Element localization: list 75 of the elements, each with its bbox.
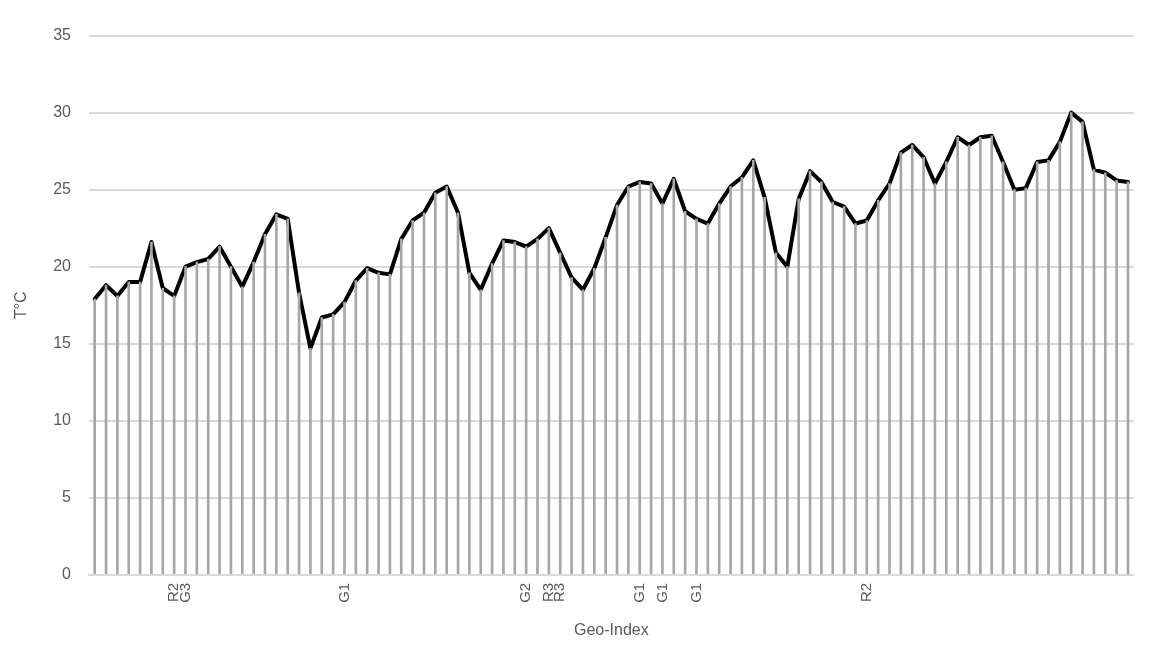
bar [797, 198, 801, 575]
x-tick-label: G2 [516, 582, 534, 603]
bar [343, 301, 346, 575]
bar [218, 246, 221, 575]
y-tick-label: 5 [62, 488, 72, 506]
bar [672, 178, 676, 575]
bar [1047, 160, 1050, 575]
bar [309, 348, 312, 575]
bar [1103, 172, 1107, 575]
x-tick-label: G1 [686, 582, 704, 603]
x-tick-label: G1 [334, 582, 352, 603]
bar [127, 281, 131, 575]
bar [479, 289, 483, 575]
bar [411, 220, 414, 575]
bar [365, 267, 369, 575]
bar [161, 287, 165, 575]
bar [638, 181, 642, 575]
x-tick-label: G1 [629, 582, 647, 603]
bar [865, 220, 869, 575]
y-axis-title: T°C [12, 291, 30, 320]
bar [729, 186, 732, 575]
bar [513, 241, 517, 575]
bar [320, 317, 324, 575]
bar [888, 183, 891, 575]
y-tick-label: 30 [53, 103, 72, 121]
bar [786, 266, 789, 575]
bar [1013, 189, 1016, 575]
y-tick-label: 20 [53, 257, 72, 275]
y-tick-label: 10 [53, 411, 72, 429]
bar [604, 237, 607, 575]
bar [1081, 121, 1084, 575]
bar [922, 156, 925, 575]
bar [1024, 187, 1028, 575]
bar [979, 136, 982, 575]
bar [661, 203, 664, 575]
bar [468, 272, 471, 575]
x-tick-label: R2 [856, 582, 874, 602]
bar [820, 181, 823, 575]
x-axis-title: Geo-Index [573, 620, 649, 638]
y-tick-label: 25 [53, 180, 72, 198]
bar [252, 261, 255, 575]
bar [536, 238, 539, 575]
bar [377, 272, 380, 575]
bar [1069, 112, 1073, 575]
x-tick-label: G1 [652, 582, 670, 603]
bar [116, 295, 119, 575]
bar [206, 258, 210, 575]
bar [695, 218, 698, 575]
bar [433, 192, 437, 575]
bar [944, 161, 948, 575]
bar [627, 186, 630, 575]
bar [93, 298, 96, 575]
bar [445, 186, 449, 575]
y-tick-label: 0 [62, 565, 72, 583]
bar [956, 136, 959, 575]
bar [558, 252, 562, 575]
bar [990, 135, 994, 575]
bar [831, 201, 835, 575]
bar [763, 197, 766, 575]
bar [751, 160, 755, 575]
bar [286, 218, 290, 575]
y-tick-label: 35 [53, 26, 72, 44]
bar [717, 203, 721, 575]
bar [240, 286, 244, 575]
bar [910, 144, 914, 575]
bar [1115, 180, 1118, 575]
bar [275, 213, 278, 575]
bar [570, 277, 573, 575]
bar [399, 238, 403, 575]
bar [854, 223, 857, 575]
bar [184, 266, 187, 575]
bar [150, 241, 153, 575]
bar [502, 240, 505, 575]
bar [592, 267, 596, 575]
y-tick-label: 15 [53, 334, 72, 352]
